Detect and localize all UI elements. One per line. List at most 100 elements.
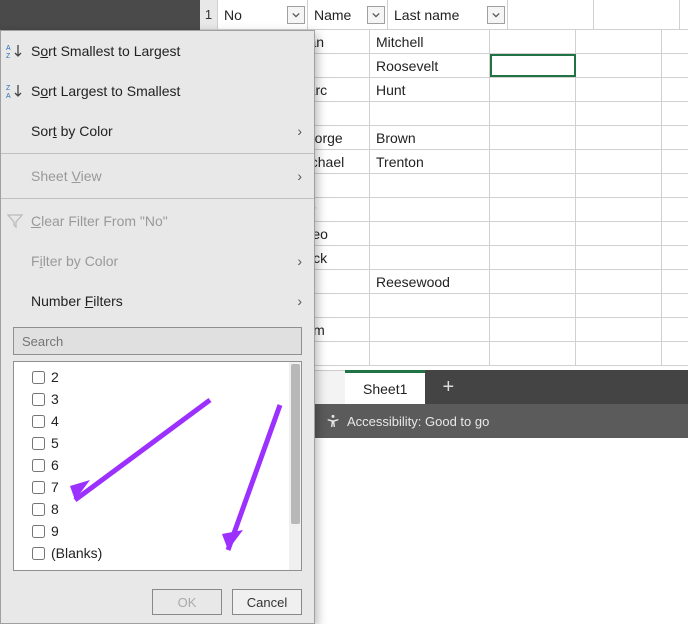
add-sheet-button[interactable]: + bbox=[425, 370, 471, 404]
cell[interactable] bbox=[576, 342, 662, 365]
clear-filter: Clear Filter From "No" bbox=[1, 201, 314, 241]
cell[interactable] bbox=[576, 198, 662, 221]
cell[interactable] bbox=[576, 246, 662, 269]
filter-checkbox[interactable] bbox=[32, 371, 45, 384]
col-header-no[interactable]: No bbox=[218, 0, 308, 29]
filter-check-item[interactable]: 7 bbox=[32, 476, 285, 498]
filter-by-color: Filter by Color › bbox=[1, 241, 314, 281]
cell[interactable] bbox=[576, 30, 662, 53]
cell[interactable] bbox=[370, 246, 490, 269]
cell[interactable] bbox=[490, 174, 576, 197]
cell[interactable] bbox=[490, 150, 576, 173]
filter-button-name[interactable] bbox=[367, 6, 385, 24]
cancel-button[interactable]: Cancel bbox=[232, 589, 302, 615]
cell[interactable] bbox=[576, 78, 662, 101]
sort-by-color[interactable]: Sort by Color › bbox=[1, 111, 314, 151]
filter-search-input[interactable] bbox=[13, 327, 302, 355]
cell[interactable] bbox=[490, 270, 576, 293]
filter-checklist: 2 3 4 5 6 7 89(Blanks) bbox=[13, 361, 302, 571]
filter-check-item[interactable]: (Blanks) bbox=[32, 542, 285, 564]
cell[interactable] bbox=[490, 318, 576, 341]
filter-check-item[interactable]: 5 bbox=[32, 432, 285, 454]
filter-check-label: 5 bbox=[51, 435, 59, 451]
cell[interactable]: Brown bbox=[370, 126, 490, 149]
cell[interactable] bbox=[370, 222, 490, 245]
cell[interactable] bbox=[490, 78, 576, 101]
chevron-right-icon: › bbox=[297, 293, 302, 309]
scrollbar-thumb[interactable] bbox=[291, 364, 300, 524]
filter-check-label: 4 bbox=[51, 413, 59, 429]
cell[interactable] bbox=[490, 222, 576, 245]
status-bar: Accessibility: Good to go bbox=[315, 404, 688, 438]
status-text: Accessibility: Good to go bbox=[347, 414, 489, 429]
cell[interactable] bbox=[490, 198, 576, 221]
sort-descending[interactable]: ZA Sort Largest to Smallest bbox=[1, 71, 314, 111]
filter-check-item[interactable]: 3 bbox=[32, 388, 285, 410]
col-header-name[interactable]: Name bbox=[308, 0, 388, 29]
filter-check-label: 3 bbox=[51, 391, 59, 407]
cell[interactable] bbox=[490, 102, 576, 125]
cell[interactable] bbox=[490, 30, 576, 53]
cell[interactable] bbox=[490, 342, 576, 365]
cell[interactable] bbox=[576, 318, 662, 341]
svg-text:Z: Z bbox=[6, 53, 11, 60]
cell[interactable]: Mitchell bbox=[370, 30, 490, 53]
cell[interactable] bbox=[490, 54, 576, 77]
filter-check-item[interactable]: 4 bbox=[32, 410, 285, 432]
cell[interactable] bbox=[576, 294, 662, 317]
cell[interactable] bbox=[576, 222, 662, 245]
filter-button-no[interactable] bbox=[287, 6, 305, 24]
col-header-label: Last name bbox=[394, 7, 459, 23]
filter-checkbox[interactable] bbox=[32, 437, 45, 450]
row-number-header[interactable]: 1 bbox=[200, 0, 218, 29]
col-header-label: No bbox=[224, 7, 242, 23]
cell[interactable]: Reesewood bbox=[370, 270, 490, 293]
filter-check-item[interactable]: 2 bbox=[32, 366, 285, 388]
filter-button-lastname[interactable] bbox=[487, 6, 505, 24]
cell[interactable] bbox=[490, 246, 576, 269]
filter-checkbox[interactable] bbox=[32, 525, 45, 538]
cell[interactable] bbox=[490, 126, 576, 149]
sheet-tab-active[interactable]: Sheet1 bbox=[345, 370, 425, 404]
cell[interactable] bbox=[370, 318, 490, 341]
cell[interactable] bbox=[576, 102, 662, 125]
cell[interactable] bbox=[576, 126, 662, 149]
col-header-e[interactable] bbox=[594, 0, 680, 29]
cell[interactable] bbox=[576, 54, 662, 77]
number-filters[interactable]: Number Filters › bbox=[1, 281, 314, 321]
cell[interactable] bbox=[576, 270, 662, 293]
filter-check-item[interactable]: 9 bbox=[32, 520, 285, 542]
cell[interactable] bbox=[370, 198, 490, 221]
checklist-scrollbar[interactable] bbox=[289, 362, 301, 570]
col-header-label: Name bbox=[314, 7, 351, 23]
cell[interactable] bbox=[576, 150, 662, 173]
filter-checkbox[interactable] bbox=[32, 547, 45, 560]
filter-checkbox[interactable] bbox=[32, 415, 45, 428]
sort-ascending[interactable]: AZ Sort Smallest to Largest bbox=[1, 31, 314, 71]
cell[interactable]: Hunt bbox=[370, 78, 490, 101]
svg-text:Z: Z bbox=[6, 85, 11, 92]
filter-check-item[interactable]: 8 bbox=[32, 498, 285, 520]
cell[interactable] bbox=[370, 102, 490, 125]
svg-text:A: A bbox=[6, 45, 11, 52]
autofilter-menu: AZ Sort Smallest to Largest ZA Sort Larg… bbox=[0, 30, 315, 624]
filter-checkbox[interactable] bbox=[32, 481, 45, 494]
cell[interactable] bbox=[490, 294, 576, 317]
cell[interactable] bbox=[576, 174, 662, 197]
filter-checkbox[interactable] bbox=[32, 393, 45, 406]
col-header-d[interactable] bbox=[508, 0, 594, 29]
col-header-lastname[interactable]: Last name bbox=[388, 0, 508, 29]
cell[interactable] bbox=[370, 174, 490, 197]
cell[interactable] bbox=[370, 294, 490, 317]
sort-asc-icon: AZ bbox=[5, 41, 25, 61]
filter-check-label: 2 bbox=[51, 369, 59, 385]
filter-checkbox[interactable] bbox=[32, 503, 45, 516]
cell[interactable]: Roosevelt bbox=[370, 54, 490, 77]
filter-checkbox[interactable] bbox=[32, 459, 45, 472]
cell[interactable] bbox=[370, 342, 490, 365]
filter-check-item[interactable]: 6 bbox=[32, 454, 285, 476]
filter-check-label: 7 bbox=[51, 479, 59, 495]
filter-check-label: 6 bbox=[51, 457, 59, 473]
ok-button[interactable]: OK bbox=[152, 589, 222, 615]
cell[interactable]: Trenton bbox=[370, 150, 490, 173]
